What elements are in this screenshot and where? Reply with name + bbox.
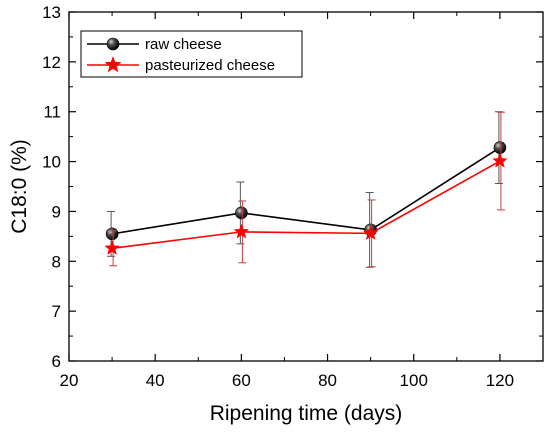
x-tick-label: 20 <box>60 371 79 390</box>
x-tick-label: 40 <box>146 371 165 390</box>
series-raw-cheese <box>105 111 507 268</box>
y-axis-title: C18:0 (%) <box>8 139 31 234</box>
legend-marker-pasteurized-cheese <box>104 56 122 73</box>
data-point <box>104 240 120 255</box>
x-tick-label: 100 <box>400 371 428 390</box>
y-tick-label: 13 <box>42 3 61 22</box>
x-tick-label: 60 <box>232 371 251 390</box>
series-line-raw-cheese <box>111 146 501 235</box>
data-point <box>493 141 507 154</box>
y-tick-label: 7 <box>52 302 61 321</box>
y-tick-label: 10 <box>42 153 61 172</box>
y-tick-label: 9 <box>52 202 61 221</box>
legend: raw cheese pasteurized cheese <box>80 30 303 78</box>
y-tick-label: 12 <box>42 53 61 72</box>
y-tick-labels: 6 7 8 9 10 11 12 13 <box>42 3 61 371</box>
data-point <box>362 225 379 240</box>
data-point <box>105 227 119 241</box>
y-tick-label: 8 <box>52 252 61 271</box>
x-tick-label: 80 <box>318 371 337 390</box>
legend-marker-raw-cheese <box>106 37 120 51</box>
series-pasteurized-cheese <box>104 111 508 268</box>
x-tick-labels: 20 40 60 80 100 120 <box>60 371 515 390</box>
series-line-pasteurized-cheese <box>111 160 501 250</box>
legend-label-raw-cheese: raw cheese <box>145 36 222 53</box>
legend-label-pasteurized-cheese: pasteurized cheese <box>145 57 275 74</box>
y-tick-label: 11 <box>43 103 61 122</box>
data-point <box>235 206 248 220</box>
data-point <box>233 223 250 239</box>
data-point <box>492 152 508 168</box>
plot-area <box>68 11 544 362</box>
legend-box <box>80 30 303 78</box>
y-tick-label: 6 <box>52 352 61 371</box>
x-tick-label: 120 <box>486 371 514 390</box>
x-axis-title: Ripening time (days) <box>210 402 403 425</box>
